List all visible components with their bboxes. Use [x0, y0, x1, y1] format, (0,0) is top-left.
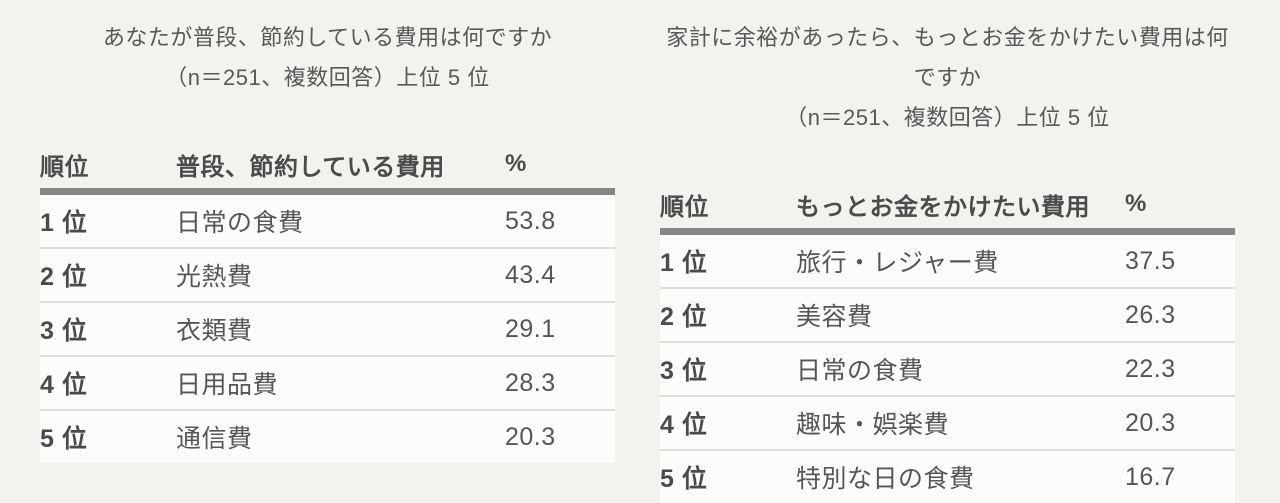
title-sample-note: （n＝251、複数回答）上位 5 位	[785, 105, 1110, 130]
table-row: 3 位 衣類費 29.1	[40, 302, 615, 357]
table-row: 2 位 美容費 26.3	[660, 288, 1235, 343]
percent-cell: 20.3	[505, 410, 615, 463]
table-row: 4 位 趣味・娯楽費 20.3	[660, 396, 1235, 451]
table-header-row: 順位 もっとお金をかけたい費用 %	[660, 180, 1235, 235]
category-cell: 通信費	[176, 410, 505, 463]
rank-cell: 3 位	[660, 342, 796, 397]
desired-spending-table: 順位 もっとお金をかけたい費用 % 1 位 旅行・レジャー費 37.5 2 位 …	[660, 180, 1235, 503]
percent-cell: 16.7	[1125, 450, 1235, 503]
column-header-rank: 順位	[660, 180, 796, 235]
category-cell: 日用品費	[176, 356, 505, 411]
rank-cell: 2 位	[660, 288, 796, 343]
rank-cell: 3 位	[40, 302, 176, 357]
rank-cell: 1 位	[660, 231, 796, 289]
rank-cell: 1 位	[40, 191, 176, 249]
category-cell: 旅行・レジャー費	[796, 231, 1125, 289]
column-header-percent: %	[505, 140, 615, 195]
percent-cell: 20.3	[1125, 396, 1235, 451]
percent-cell: 28.3	[505, 356, 615, 411]
percent-cell: 26.3	[1125, 288, 1235, 343]
table-row: 1 位 旅行・レジャー費 37.5	[660, 231, 1235, 289]
table-title-desired: 家計に余裕があったら、もっとお金をかけたい費用は何ですか （n＝251、複数回答…	[660, 18, 1235, 138]
percent-cell: 53.8	[505, 191, 615, 249]
category-cell: 日常の食費	[176, 191, 505, 249]
percent-cell: 43.4	[505, 248, 615, 303]
percent-cell: 29.1	[505, 302, 615, 357]
table-row: 2 位 光熱費 43.4	[40, 248, 615, 303]
title-sample-note: （n＝251、複数回答）上位 5 位	[165, 65, 490, 90]
column-header-rank: 順位	[40, 140, 176, 195]
category-cell: 美容費	[796, 288, 1125, 343]
category-cell: 衣類費	[176, 302, 505, 357]
panel-desired-spending: 家計に余裕があったら、もっとお金をかけたい費用は何ですか （n＝251、複数回答…	[660, 0, 1235, 503]
table-row: 1 位 日常の食費 53.8	[40, 191, 615, 249]
category-cell: 特別な日の食費	[796, 450, 1125, 503]
title-question: あなたが普段、節約している費用は何ですか	[102, 25, 553, 50]
percent-cell: 37.5	[1125, 231, 1235, 289]
rank-cell: 4 位	[660, 396, 796, 451]
table-row: 3 位 日常の食費 22.3	[660, 342, 1235, 397]
title-question: 家計に余裕があったら、もっとお金をかけたい費用は何ですか	[666, 25, 1229, 90]
percent-cell: 22.3	[1125, 342, 1235, 397]
column-header-percent: %	[1125, 180, 1235, 235]
table-row: 4 位 日用品費 28.3	[40, 356, 615, 411]
panel-saving-expenses: あなたが普段、節約している費用は何ですか （n＝251、複数回答）上位 5 位 …	[40, 0, 615, 503]
saving-expenses-table: 順位 普段、節約している費用 % 1 位 日常の食費 53.8 2 位 光熱費 …	[40, 140, 615, 463]
column-header-category: もっとお金をかけたい費用	[796, 180, 1125, 235]
category-cell: 光熱費	[176, 248, 505, 303]
table-row: 5 位 特別な日の食費 16.7	[660, 450, 1235, 503]
rank-cell: 5 位	[660, 450, 796, 503]
table-header-row: 順位 普段、節約している費用 %	[40, 140, 615, 195]
rank-cell: 4 位	[40, 356, 176, 411]
column-header-category: 普段、節約している費用	[176, 140, 505, 195]
table-title-saving: あなたが普段、節約している費用は何ですか （n＝251、複数回答）上位 5 位	[40, 18, 615, 98]
category-cell: 趣味・娯楽費	[796, 396, 1125, 451]
category-cell: 日常の食費	[796, 342, 1125, 397]
table-row: 5 位 通信費 20.3	[40, 410, 615, 463]
rank-cell: 2 位	[40, 248, 176, 303]
rank-cell: 5 位	[40, 410, 176, 463]
